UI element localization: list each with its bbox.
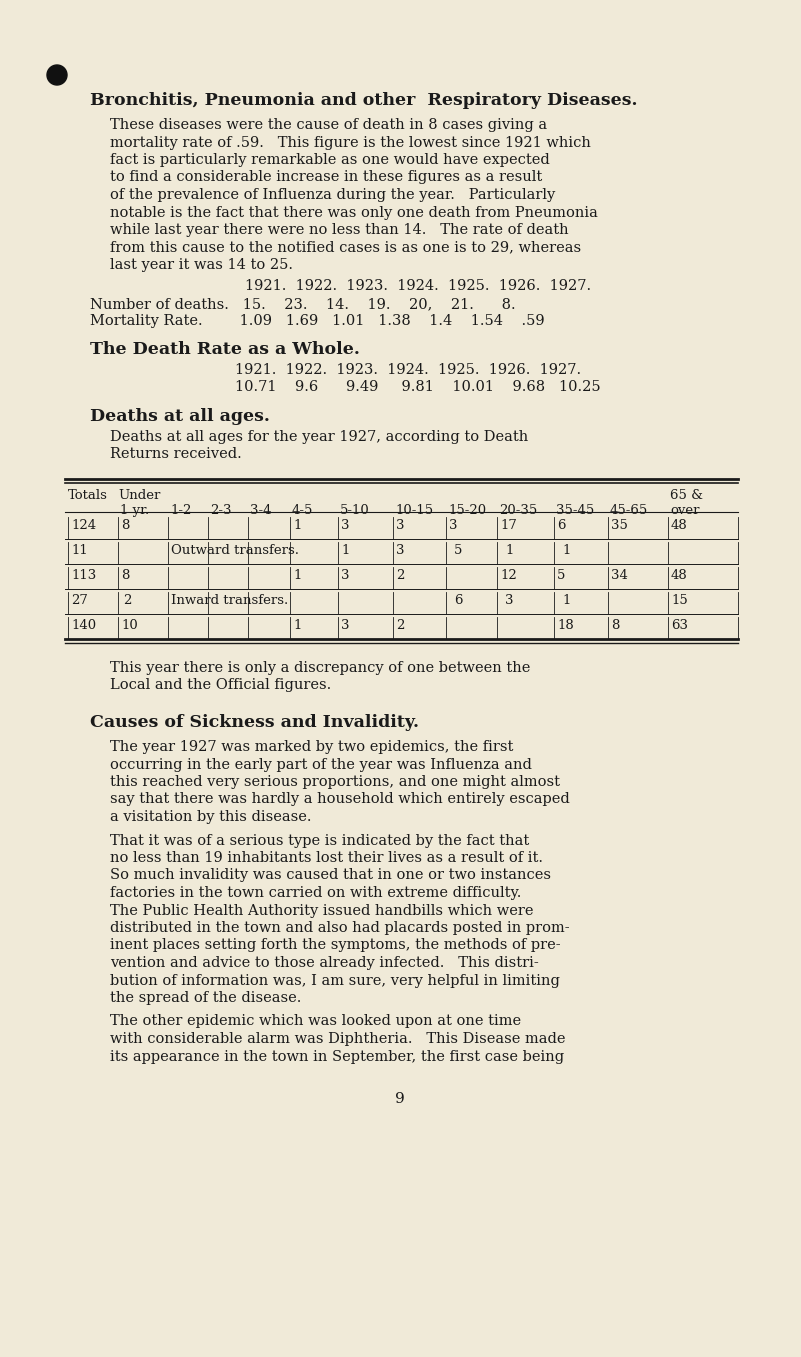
Text: 124: 124 [71, 518, 96, 532]
Text: while last year there were no less than 14.   The rate of death: while last year there were no less than … [110, 223, 569, 237]
Text: Totals: Totals [68, 489, 108, 502]
Text: Bronchitis, Pneumonia and other  Respiratory Diseases.: Bronchitis, Pneumonia and other Respirat… [90, 92, 638, 109]
Text: 5-10: 5-10 [340, 503, 370, 517]
Text: 3: 3 [341, 569, 349, 582]
Text: 3: 3 [505, 594, 513, 607]
Text: this reached very serious proportions, and one might almost: this reached very serious proportions, a… [110, 775, 560, 788]
Text: a visitation by this disease.: a visitation by this disease. [110, 810, 312, 824]
Text: Local and the Official figures.: Local and the Official figures. [110, 678, 332, 692]
Text: 1921.  1922.  1923.  1924.  1925.  1926.  1927.: 1921. 1922. 1923. 1924. 1925. 1926. 1927… [235, 362, 581, 376]
Text: last year it was 14 to 25.: last year it was 14 to 25. [110, 258, 293, 271]
Text: 15: 15 [671, 594, 688, 607]
Text: The Death Rate as a Whole.: The Death Rate as a Whole. [90, 341, 360, 357]
Text: The year 1927 was marked by two epidemics, the first: The year 1927 was marked by two epidemic… [110, 740, 513, 754]
Text: 35-45: 35-45 [556, 503, 594, 517]
Text: 11: 11 [71, 544, 88, 556]
Text: 9: 9 [395, 1092, 405, 1106]
Text: 48: 48 [671, 569, 688, 582]
Text: 5: 5 [454, 544, 462, 556]
Text: factories in the town carried on with extreme difficulty.: factories in the town carried on with ex… [110, 886, 521, 900]
Text: 6: 6 [454, 594, 462, 607]
Text: So much invalidity was caused that in one or two instances: So much invalidity was caused that in on… [110, 868, 551, 882]
Text: 1-2: 1-2 [170, 503, 191, 517]
Text: Inward transfers.: Inward transfers. [171, 594, 288, 607]
Text: 20-35: 20-35 [499, 503, 537, 517]
Text: Under: Under [118, 489, 160, 502]
Text: vention and advice to those already infected.   This distri-: vention and advice to those already infe… [110, 955, 539, 970]
Text: of the prevalence of Influenza during the year.   Particularly: of the prevalence of Influenza during th… [110, 189, 555, 202]
Text: Number of deaths.   15.    23.    14.    19.    20,    21.      8.: Number of deaths. 15. 23. 14. 19. 20, 21… [90, 297, 516, 311]
Text: 6: 6 [557, 518, 566, 532]
Text: from this cause to the notified cases is as one is to 29, whereas: from this cause to the notified cases is… [110, 240, 581, 255]
Text: 10-15: 10-15 [395, 503, 433, 517]
Text: 8: 8 [121, 569, 130, 582]
Text: no less than 19 inhabitants lost their lives as a result of it.: no less than 19 inhabitants lost their l… [110, 851, 543, 864]
Text: 65 &: 65 & [670, 489, 703, 502]
Text: 1 yr.: 1 yr. [120, 503, 149, 517]
Text: 2-3: 2-3 [210, 503, 231, 517]
Text: 63: 63 [671, 619, 688, 632]
Text: 45-65: 45-65 [610, 503, 648, 517]
Text: 5: 5 [557, 569, 566, 582]
Text: mortality rate of .59.   This figure is the lowest since 1921 which: mortality rate of .59. This figure is th… [110, 136, 591, 149]
Text: 3-4: 3-4 [250, 503, 272, 517]
Text: 1: 1 [562, 544, 570, 556]
Text: 3: 3 [396, 518, 405, 532]
Text: bution of information was, I am sure, very helpful in limiting: bution of information was, I am sure, ve… [110, 973, 560, 988]
Text: Mortality Rate.        1.09   1.69   1.01   1.38    1.4    1.54    .59: Mortality Rate. 1.09 1.69 1.01 1.38 1.4 … [90, 315, 545, 328]
Text: Deaths at all ages for the year 1927, according to Death: Deaths at all ages for the year 1927, ac… [110, 430, 528, 444]
Text: 1: 1 [293, 518, 301, 532]
Text: fact is particularly remarkable as one would have expected: fact is particularly remarkable as one w… [110, 153, 549, 167]
Text: 3: 3 [341, 518, 349, 532]
Text: 1: 1 [562, 594, 570, 607]
Text: inent places setting forth the symptoms, the methods of pre-: inent places setting forth the symptoms,… [110, 939, 561, 953]
Text: 18: 18 [557, 619, 574, 632]
Text: 10: 10 [121, 619, 138, 632]
Text: 2: 2 [396, 569, 405, 582]
Text: 2: 2 [123, 594, 131, 607]
Text: 1: 1 [293, 619, 301, 632]
Text: with considerable alarm was Diphtheria.   This Disease made: with considerable alarm was Diphtheria. … [110, 1033, 566, 1046]
Text: 1921.  1922.  1923.  1924.  1925.  1926.  1927.: 1921. 1922. 1923. 1924. 1925. 1926. 1927… [245, 280, 591, 293]
Text: These diseases were the cause of death in 8 cases giving a: These diseases were the cause of death i… [110, 118, 547, 132]
Text: Returns received.: Returns received. [110, 448, 242, 461]
Text: 10.71    9.6      9.49     9.81    10.01    9.68   10.25: 10.71 9.6 9.49 9.81 10.01 9.68 10.25 [235, 380, 601, 394]
Circle shape [47, 65, 67, 85]
Text: The other epidemic which was looked upon at one time: The other epidemic which was looked upon… [110, 1015, 521, 1029]
Text: 1: 1 [505, 544, 513, 556]
Text: 8: 8 [611, 619, 619, 632]
Text: 17: 17 [500, 518, 517, 532]
Text: 34: 34 [611, 569, 628, 582]
Text: notable is the fact that there was only one death from Pneumonia: notable is the fact that there was only … [110, 205, 598, 220]
Text: 15-20: 15-20 [448, 503, 486, 517]
Text: 140: 140 [71, 619, 96, 632]
Text: 4-5: 4-5 [292, 503, 313, 517]
Text: the spread of the disease.: the spread of the disease. [110, 991, 301, 1006]
Text: 113: 113 [71, 569, 96, 582]
Text: 8: 8 [121, 518, 130, 532]
Text: over: over [670, 503, 699, 517]
Text: to find a considerable increase in these figures as a result: to find a considerable increase in these… [110, 171, 542, 185]
Text: 3: 3 [396, 544, 405, 556]
Text: distributed in the town and also had placards posted in prom-: distributed in the town and also had pla… [110, 921, 570, 935]
Text: 2: 2 [396, 619, 405, 632]
Text: This year there is only a discrepancy of one between the: This year there is only a discrepancy of… [110, 661, 530, 674]
Text: 1: 1 [341, 544, 349, 556]
Text: 48: 48 [671, 518, 688, 532]
Text: Causes of Sickness and Invalidity.: Causes of Sickness and Invalidity. [90, 714, 419, 731]
Text: The Public Health Authority issued handbills which were: The Public Health Authority issued handb… [110, 904, 533, 917]
Text: 3: 3 [341, 619, 349, 632]
Text: 1: 1 [293, 569, 301, 582]
Text: 35: 35 [611, 518, 628, 532]
Text: say that there was hardly a household which entirely escaped: say that there was hardly a household wh… [110, 792, 570, 806]
Text: Outward transfers.: Outward transfers. [171, 544, 299, 556]
Text: Deaths at all ages.: Deaths at all ages. [90, 408, 270, 425]
Text: occurring in the early part of the year was Influenza and: occurring in the early part of the year … [110, 757, 532, 772]
Text: 3: 3 [449, 518, 457, 532]
Text: That it was of a serious type is indicated by the fact that: That it was of a serious type is indicat… [110, 833, 529, 848]
Text: 27: 27 [71, 594, 88, 607]
Text: 12: 12 [500, 569, 517, 582]
Text: its appearance in the town in September, the first case being: its appearance in the town in September,… [110, 1049, 564, 1064]
